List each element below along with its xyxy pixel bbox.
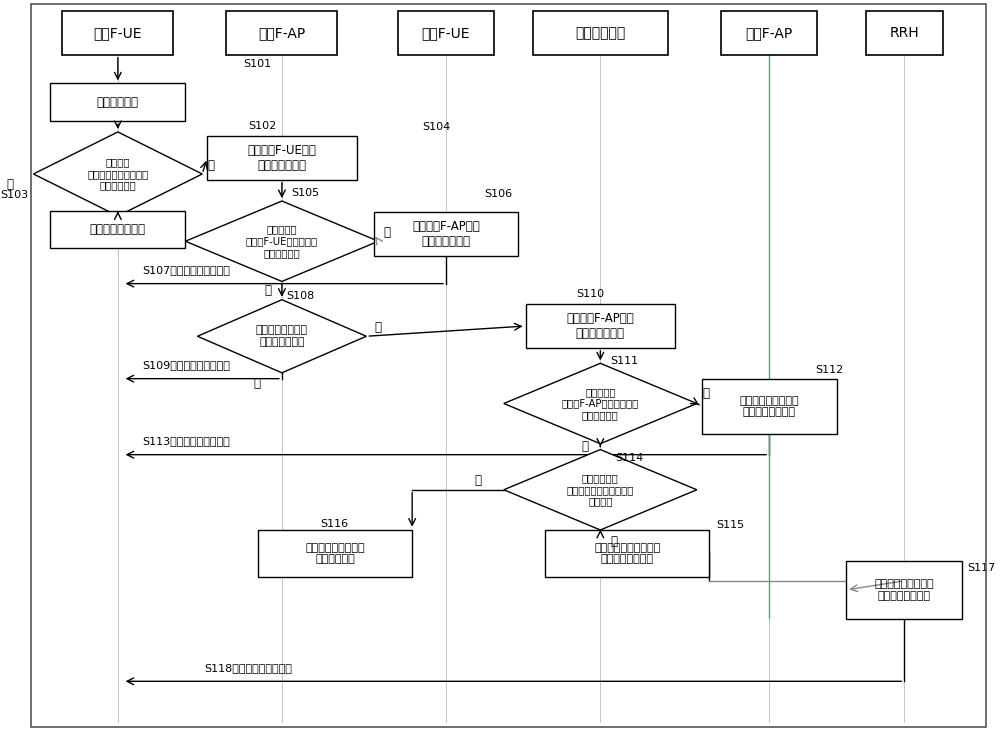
Text: 是: 是 — [610, 535, 617, 548]
Polygon shape — [197, 300, 366, 373]
FancyBboxPatch shape — [545, 529, 709, 577]
Polygon shape — [33, 132, 202, 216]
Text: RRH: RRH — [889, 26, 919, 40]
FancyBboxPatch shape — [533, 11, 668, 55]
Polygon shape — [504, 363, 697, 444]
FancyBboxPatch shape — [846, 561, 962, 619]
Text: 判断其连接
的其他F-AP中是否缓存有
所述数据业务: 判断其连接 的其他F-AP中是否缓存有 所述数据业务 — [562, 387, 639, 420]
Text: S104: S104 — [422, 122, 450, 132]
Text: 否: 否 — [374, 321, 381, 334]
Text: 其他F-UE: 其他F-UE — [422, 26, 470, 40]
Text: S111: S111 — [610, 356, 638, 366]
Text: S115: S115 — [716, 520, 744, 530]
Polygon shape — [504, 450, 697, 530]
FancyBboxPatch shape — [398, 11, 494, 55]
Text: 判断大规模集
中缓存中是否缓存有所述
数据业务: 判断大规模集 中缓存中是否缓存有所述 数据业务 — [567, 473, 634, 507]
Text: 判断本地是否缓存
有所述数据业务: 判断本地是否缓存 有所述数据业务 — [256, 325, 308, 347]
Text: S107、响应所述业务请求: S107、响应所述业务请求 — [142, 265, 230, 276]
Text: S110: S110 — [576, 289, 604, 299]
FancyBboxPatch shape — [526, 304, 675, 348]
Text: 判断其连接
的其他F-UE中是否缓存
所述数据业务: 判断其连接 的其他F-UE中是否缓存 所述数据业务 — [246, 224, 318, 258]
Text: 接收集中处理中心发
送的所述数据业务: 接收集中处理中心发 送的所述数据业务 — [874, 579, 934, 601]
Text: 判断本地
是否缓存有所述业务请
求的数据业务: 判断本地 是否缓存有所述业务请 求的数据业务 — [87, 157, 148, 191]
Polygon shape — [185, 201, 378, 281]
Text: 第一F-UE: 第一F-UE — [94, 26, 142, 40]
FancyBboxPatch shape — [721, 11, 817, 55]
Text: 否: 否 — [475, 474, 482, 488]
Text: 是: 是 — [253, 376, 260, 390]
Text: S112: S112 — [816, 365, 844, 375]
Text: 接收第一F-AP发送
的所述业务请求: 接收第一F-AP发送 的所述业务请求 — [412, 220, 480, 248]
Text: 否: 否 — [265, 284, 272, 297]
Text: S117: S117 — [967, 563, 995, 573]
Text: 是: 是 — [703, 387, 710, 400]
Text: 否: 否 — [581, 440, 588, 453]
Text: 访问数据中心，获取
所述数据业务: 访问数据中心，获取 所述数据业务 — [305, 542, 365, 564]
Text: 集中处理中心: 集中处理中心 — [575, 26, 625, 40]
Text: S108: S108 — [287, 291, 315, 301]
Text: 接收第一F-AP发送
的所述业务请求: 接收第一F-AP发送 的所述业务请求 — [566, 312, 634, 340]
Text: 第一F-AP: 第一F-AP — [258, 26, 306, 40]
Text: 是: 是 — [383, 226, 390, 239]
Text: 其他F-AP: 其他F-AP — [746, 26, 793, 40]
Text: S114: S114 — [615, 453, 643, 463]
Text: 访问大规模集中缓存，
获取所述数据业务: 访问大规模集中缓存， 获取所述数据业务 — [594, 542, 660, 564]
Text: S116: S116 — [320, 519, 349, 529]
FancyBboxPatch shape — [374, 212, 518, 256]
Text: S103: S103 — [0, 190, 29, 200]
Text: S113、响应所述业务请求: S113、响应所述业务请求 — [142, 436, 230, 447]
FancyBboxPatch shape — [702, 379, 837, 434]
FancyBboxPatch shape — [62, 11, 173, 55]
FancyBboxPatch shape — [258, 529, 412, 577]
FancyBboxPatch shape — [207, 136, 357, 180]
Text: S118、响应所述业务请求: S118、响应所述业务请求 — [205, 663, 293, 673]
FancyBboxPatch shape — [50, 83, 185, 121]
Text: S109、响应所述业务请求: S109、响应所述业务请求 — [142, 360, 230, 371]
Text: 接收第一F-UE发送
的所述业务请求: 接收第一F-UE发送 的所述业务请求 — [247, 144, 316, 172]
Text: 产生业务请求: 产生业务请求 — [97, 96, 139, 109]
Text: 接收集中处理中心发
送的所述业务请求: 接收集中处理中心发 送的所述业务请求 — [739, 395, 799, 417]
FancyBboxPatch shape — [226, 11, 337, 55]
Text: S101: S101 — [243, 59, 271, 69]
Text: 是: 是 — [6, 178, 13, 192]
FancyBboxPatch shape — [866, 11, 943, 55]
Text: 响应所述业务请求: 响应所述业务请求 — [90, 223, 146, 236]
Text: S106: S106 — [485, 189, 513, 199]
Text: S102: S102 — [248, 121, 276, 132]
Text: 否: 否 — [207, 159, 214, 172]
Text: S105: S105 — [292, 188, 320, 198]
FancyBboxPatch shape — [50, 211, 185, 248]
